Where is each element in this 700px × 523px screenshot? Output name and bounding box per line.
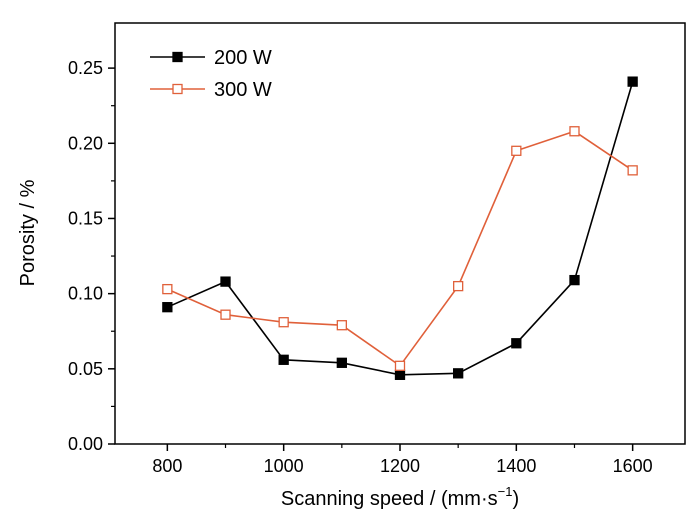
data-point <box>453 280 464 292</box>
legend-label: 200 W <box>214 47 272 69</box>
series-0 <box>162 76 638 380</box>
data-point <box>394 369 406 380</box>
data-point <box>220 276 231 287</box>
plot-frame <box>114 22 686 445</box>
series-layer <box>162 76 638 380</box>
data-point <box>278 317 289 328</box>
series-1 <box>162 126 638 371</box>
y-tick-label: 0.05 <box>68 359 103 379</box>
legend-label: 300 W <box>214 79 272 101</box>
y-axis-ticks: 0.00 0.05 0.10 0.15 0.20 0.25 <box>68 58 115 454</box>
x-axis-title: Scanning speed / (mm·s−1) <box>281 484 519 510</box>
data-point <box>627 165 638 176</box>
data-point <box>162 283 173 295</box>
y-tick-label: 0.00 <box>68 434 103 454</box>
x-axis-title-sup: −1 <box>498 484 513 499</box>
y-tick-label: 0.15 <box>68 208 103 228</box>
x-axis-ticks: 800 1000 1200 1400 1600 <box>152 444 653 476</box>
y-axis-title: Porosity / % <box>17 179 39 286</box>
legend-marker <box>172 51 183 63</box>
data-point <box>569 274 580 286</box>
x-tick-label: 1000 <box>264 456 304 476</box>
data-point <box>394 360 406 371</box>
data-point <box>511 338 522 349</box>
legend-marker <box>172 83 183 95</box>
series-line <box>166 81 634 376</box>
y-tick-label: 0.20 <box>68 133 103 153</box>
y-tick-label: 0.10 <box>68 284 103 304</box>
data-point <box>336 357 347 368</box>
y-tick-label: 0.25 <box>68 58 103 78</box>
x-axis-title-close: ) <box>512 488 519 510</box>
data-point <box>627 76 638 87</box>
x-tick-label: 1200 <box>380 456 420 476</box>
x-tick-label: 1600 <box>613 456 653 476</box>
x-tick-label: 1400 <box>496 456 536 476</box>
data-point <box>336 320 347 331</box>
data-point <box>511 145 522 156</box>
data-point <box>569 126 580 137</box>
data-point <box>278 354 289 365</box>
data-point <box>220 309 231 320</box>
series-line <box>166 130 634 367</box>
x-axis-title-main: Scanning speed / (mm·s <box>281 488 498 510</box>
data-point <box>453 368 464 379</box>
data-point <box>162 302 173 313</box>
legend: 200 W 300 W <box>150 47 272 101</box>
x-tick-label: 800 <box>152 456 182 476</box>
